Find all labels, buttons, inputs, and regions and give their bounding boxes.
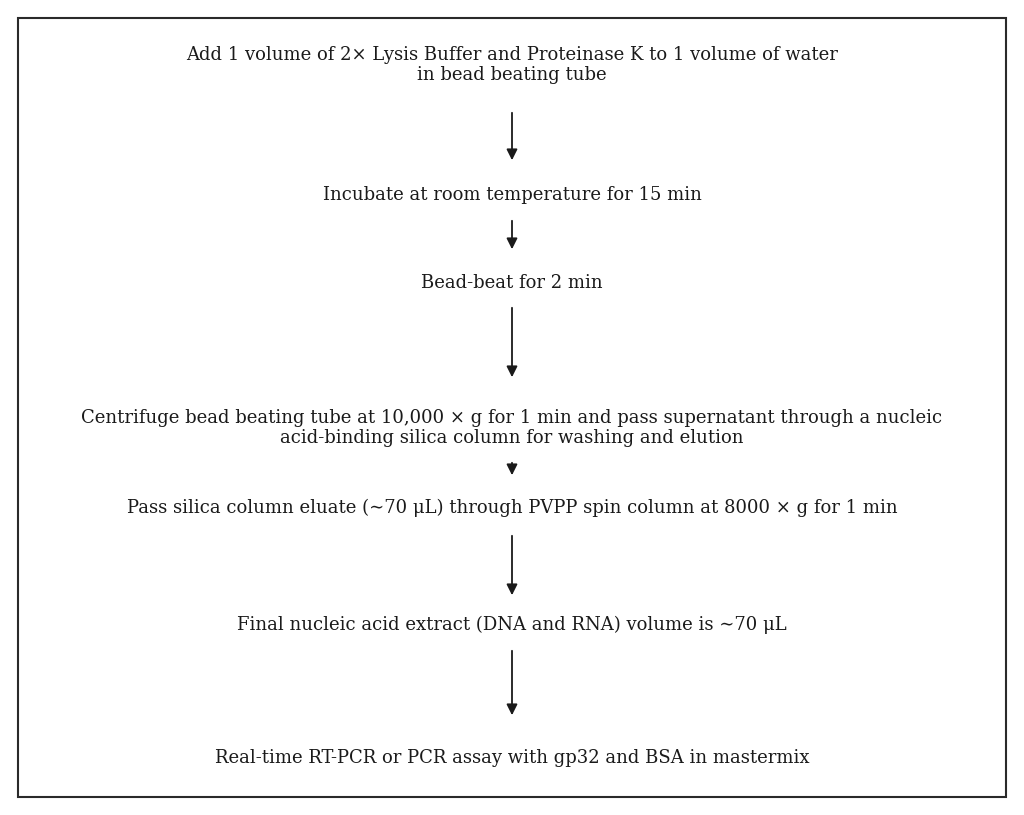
Text: Centrifuge bead beating tube at 10,000 × g for 1 min and pass supernatant throug: Centrifuge bead beating tube at 10,000 ×… xyxy=(82,408,942,447)
Text: Pass silica column eluate (∼70 μL) through PVPP spin column at 8000 × g for 1 mi: Pass silica column eluate (∼70 μL) throu… xyxy=(127,499,897,518)
Text: Final nucleic acid extract (DNA and RNA) volume is ∼70 μL: Final nucleic acid extract (DNA and RNA)… xyxy=(238,616,786,634)
Text: Bead-beat for 2 min: Bead-beat for 2 min xyxy=(421,274,603,292)
Text: Real-time RT-PCR or PCR assay with gp32 and BSA in mastermix: Real-time RT-PCR or PCR assay with gp32 … xyxy=(215,749,809,767)
Text: Incubate at room temperature for 15 min: Incubate at room temperature for 15 min xyxy=(323,186,701,204)
Text: Add 1 volume of 2× Lysis Buffer and Proteinase K to 1 volume of water
in bead be: Add 1 volume of 2× Lysis Buffer and Prot… xyxy=(186,46,838,85)
